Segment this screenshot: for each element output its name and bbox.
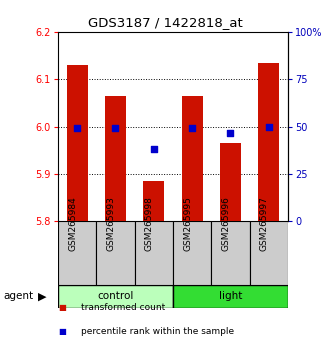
Bar: [135, 221, 173, 285]
Text: GSM265984: GSM265984: [68, 196, 77, 251]
Bar: [58, 285, 173, 308]
Point: [151, 147, 157, 152]
Text: ■: ■: [58, 303, 66, 313]
Point: [74, 125, 80, 130]
Bar: [258, 63, 279, 221]
Bar: [250, 221, 288, 285]
Bar: [143, 181, 164, 221]
Bar: [220, 143, 241, 221]
Point: [266, 124, 271, 129]
Bar: [67, 65, 88, 221]
Text: agent: agent: [3, 291, 33, 302]
Text: control: control: [97, 291, 134, 302]
Point: [228, 130, 233, 136]
Text: percentile rank within the sample: percentile rank within the sample: [81, 327, 234, 336]
Text: GSM265993: GSM265993: [107, 196, 116, 251]
Bar: [105, 96, 126, 221]
Text: GDS3187 / 1422818_at: GDS3187 / 1422818_at: [88, 16, 243, 29]
Point: [189, 125, 195, 130]
Bar: [173, 221, 211, 285]
Bar: [173, 285, 288, 308]
Text: transformed count: transformed count: [81, 303, 166, 313]
Point: [113, 125, 118, 130]
Text: ▶: ▶: [38, 291, 47, 302]
Text: GSM265998: GSM265998: [145, 196, 154, 251]
Bar: [96, 221, 135, 285]
Bar: [182, 96, 203, 221]
Bar: [211, 221, 250, 285]
Text: GSM265995: GSM265995: [183, 196, 192, 251]
Text: GSM265997: GSM265997: [260, 196, 269, 251]
Bar: [58, 221, 96, 285]
Text: light: light: [219, 291, 242, 302]
Text: ■: ■: [58, 327, 66, 336]
Text: GSM265996: GSM265996: [221, 196, 230, 251]
